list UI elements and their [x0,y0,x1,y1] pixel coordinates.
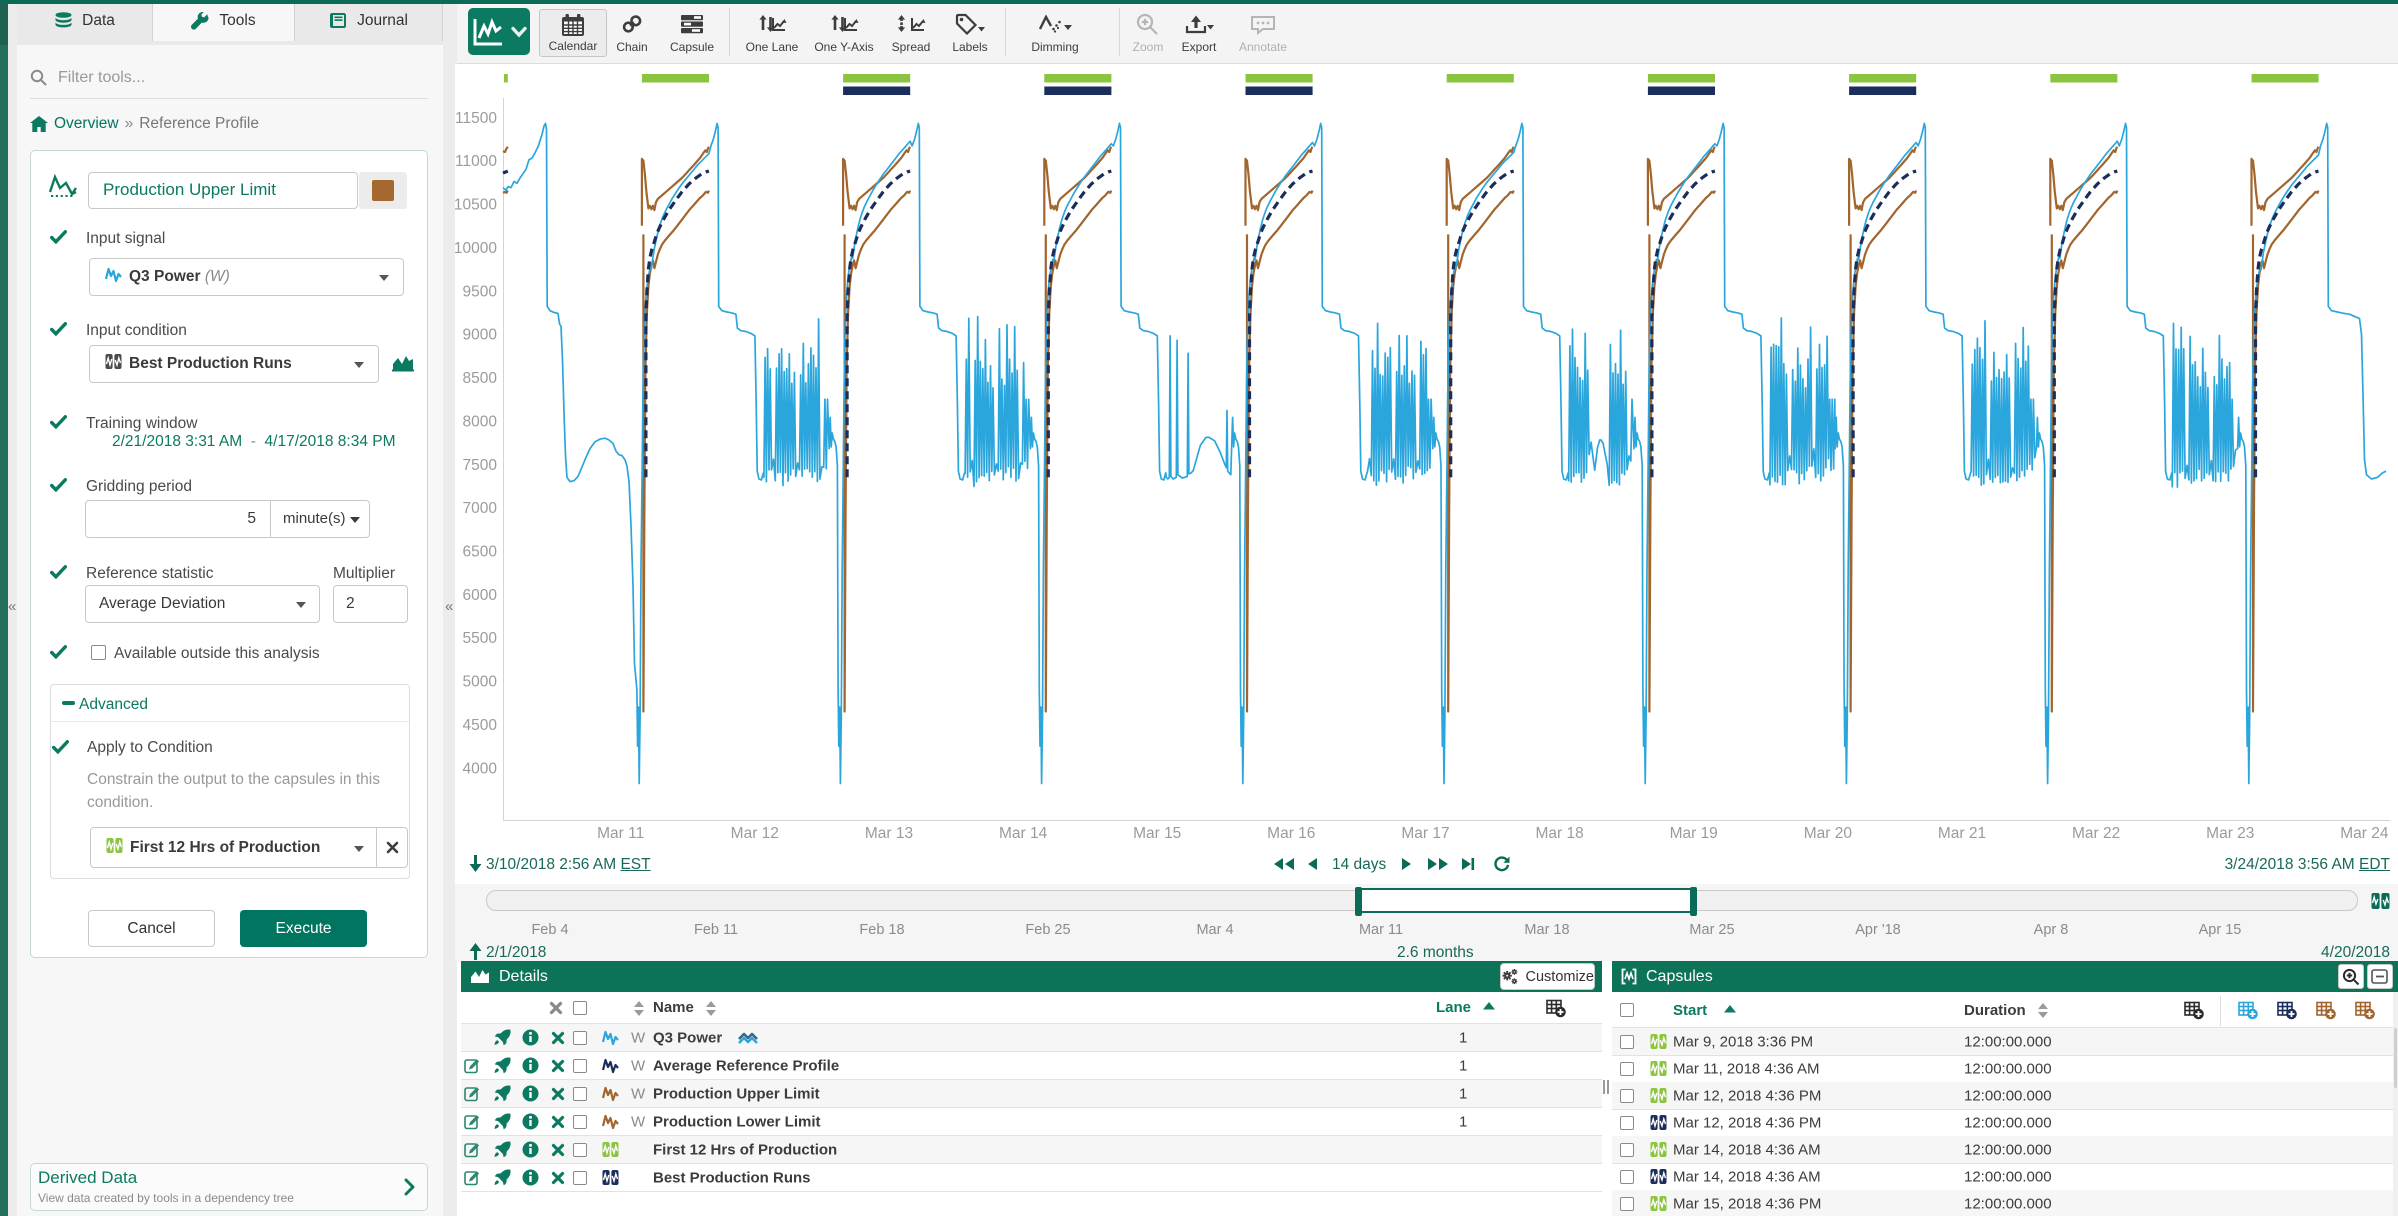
svg-text:7000: 7000 [463,500,498,517]
svg-text:11500: 11500 [455,110,497,127]
svg-text:4500: 4500 [463,717,498,734]
svg-text:Mar 23: Mar 23 [2206,825,2254,842]
svg-text:8000: 8000 [463,413,498,430]
svg-text:Mar 20: Mar 20 [1804,825,1853,842]
svg-text:Mar 18: Mar 18 [1535,825,1583,842]
svg-text:Mar 15: Mar 15 [1133,825,1181,842]
svg-text:9000: 9000 [463,327,498,344]
svg-text:Mar 13: Mar 13 [865,825,913,842]
svg-text:Mar 24: Mar 24 [2340,825,2389,842]
svg-text:9500: 9500 [463,283,498,300]
svg-text:Mar 17: Mar 17 [1401,825,1449,842]
svg-text:Mar 16: Mar 16 [1267,825,1315,842]
svg-text:10000: 10000 [455,240,497,257]
svg-text:Mar 21: Mar 21 [1938,825,1986,842]
svg-text:7500: 7500 [463,457,498,474]
svg-text:6000: 6000 [463,587,498,604]
svg-text:Mar 12: Mar 12 [731,825,779,842]
svg-text:5500: 5500 [463,630,498,647]
svg-text:5000: 5000 [463,674,498,691]
svg-text:Mar 14: Mar 14 [999,825,1048,842]
svg-text:8500: 8500 [463,370,498,387]
svg-text:10500: 10500 [455,197,497,214]
svg-text:11000: 11000 [455,153,497,170]
svg-text:4000: 4000 [463,760,498,777]
svg-text:Mar 11: Mar 11 [597,825,644,842]
svg-text:6500: 6500 [463,544,498,561]
svg-text:Mar 22: Mar 22 [2072,825,2120,842]
svg-text:Mar 19: Mar 19 [1670,825,1718,842]
